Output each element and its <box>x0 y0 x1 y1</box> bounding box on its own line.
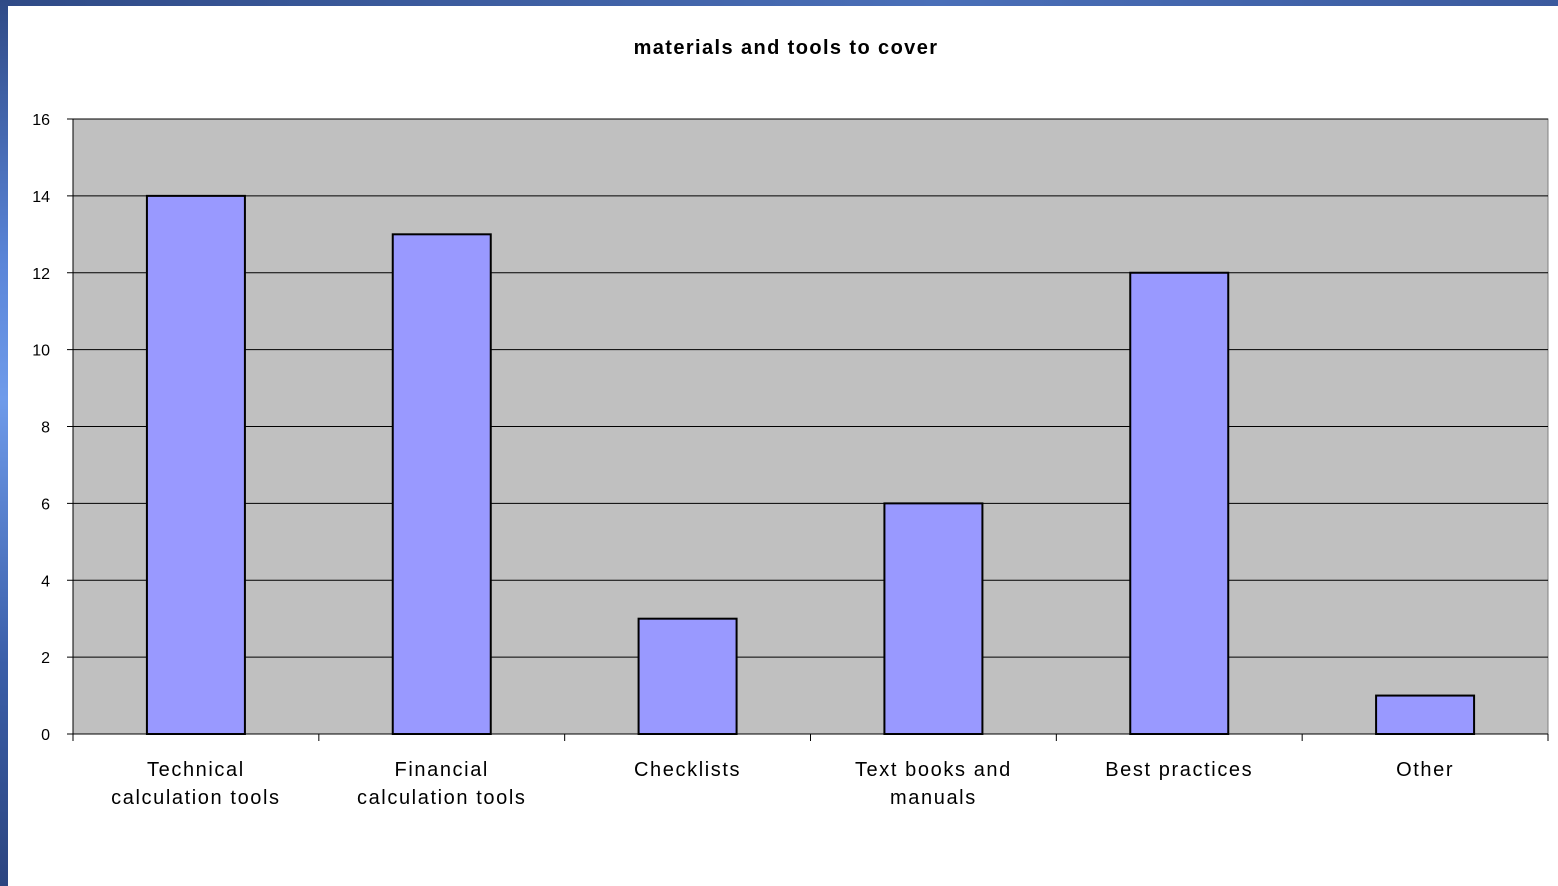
y-axis: 0 2 4 6 8 10 12 14 16 <box>32 112 74 744</box>
bar <box>637 617 738 735</box>
gridlines <box>73 118 1548 658</box>
bar <box>1375 694 1476 735</box>
x-category-label: Technical calculation tools <box>111 759 281 809</box>
x-category-label: Text books and manuals <box>855 759 1012 809</box>
y-tick-label: 2 <box>41 650 50 667</box>
y-tick-label: 12 <box>32 266 50 283</box>
window-frame-top <box>0 0 1558 6</box>
bar <box>145 194 246 735</box>
x-category-label: Best practices <box>1105 759 1253 781</box>
y-tick-label: 14 <box>32 189 50 206</box>
bar <box>391 233 492 735</box>
x-category-label: Financial calculation tools <box>357 759 527 809</box>
y-tick-label: 16 <box>32 112 50 129</box>
x-category-label: Checklists <box>634 759 741 781</box>
x-category-label: Other <box>1396 759 1454 781</box>
window-frame-left <box>0 0 8 886</box>
chart-title: materials and tools to cover <box>634 37 939 59</box>
y-tick-label: 10 <box>32 343 50 360</box>
y-tick-label: 4 <box>41 573 50 590</box>
x-axis: Technical calculation tools Financial calcu… <box>72 733 1549 809</box>
bar <box>883 502 984 735</box>
y-tick-label: 0 <box>41 727 50 744</box>
bars <box>145 194 1476 735</box>
y-tick-label: 6 <box>41 496 50 513</box>
bar <box>1129 271 1230 735</box>
y-tick-label: 8 <box>41 420 50 437</box>
